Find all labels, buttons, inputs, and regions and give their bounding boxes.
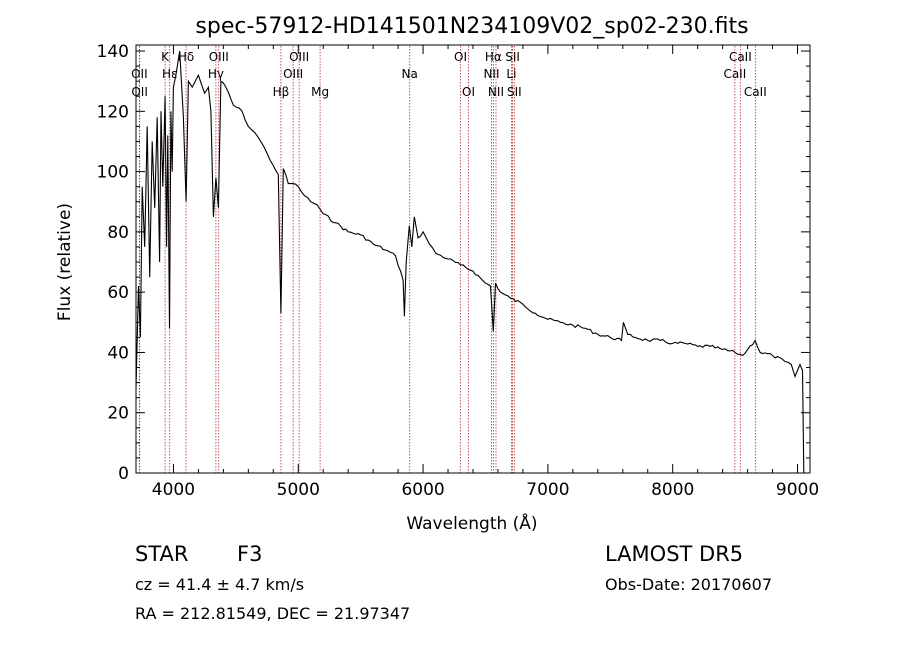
x-tick-label: 4000 — [152, 480, 195, 500]
x-axis: 4000 5000 6000 7000 8000 9000 — [152, 45, 819, 500]
x-tick-label: 6000 — [401, 480, 444, 500]
line-label: NII — [488, 85, 504, 99]
y-tick-label: 120 — [97, 102, 129, 122]
spectrum-line — [135, 50, 805, 474]
line-label: Hγ — [208, 67, 224, 81]
line-labels: Hδ K Hε OII OII Hγ OIII Hβ OIII OIII Mg Na OI OI NII Hα… — [131, 50, 767, 99]
line-label: OI — [462, 85, 475, 99]
y-axis-label: Flux (relative) — [55, 203, 75, 321]
line-markers — [138, 46, 756, 473]
line-label: Hα — [485, 50, 502, 64]
line-label: OIII — [289, 50, 309, 64]
obs-date: Obs-Date: 20170607 — [605, 575, 772, 594]
x-tick-label: 7000 — [526, 480, 569, 500]
line-label: CaII — [744, 85, 767, 99]
y-tick-label: 60 — [107, 283, 129, 303]
x-tick-label: 9000 — [776, 480, 819, 500]
redshift-text: cz = 41.4 ± 4.7 km/s — [135, 575, 304, 594]
survey-name: LAMOST DR5 — [605, 542, 743, 566]
line-label: OII — [131, 67, 148, 81]
x-axis-label: Wavelength (Å) — [406, 512, 537, 534]
x-tick-label: 8000 — [651, 480, 694, 500]
line-label: Hβ — [273, 85, 290, 99]
y-tick-label: 0 — [118, 464, 129, 484]
line-label: OII — [131, 85, 148, 99]
y-tick-label: 100 — [97, 163, 129, 183]
line-label: SII — [507, 85, 522, 99]
line-label: OI — [454, 50, 467, 64]
coordinates: RA = 212.81549, DEC = 21.97347 — [135, 604, 410, 623]
line-label: NII — [483, 67, 499, 81]
line-label: OIII — [283, 67, 303, 81]
line-label: Mg — [311, 85, 329, 99]
line-label: K — [161, 50, 170, 64]
x-tick-label: 5000 — [277, 480, 320, 500]
line-label: Na — [402, 67, 418, 81]
object-class: STAR — [135, 542, 188, 566]
y-tick-label: 40 — [107, 343, 129, 363]
line-label: Li — [506, 67, 516, 81]
line-label: SII — [505, 50, 520, 64]
line-label: CaII — [729, 50, 752, 64]
y-tick-label: 20 — [107, 404, 129, 424]
line-label: Hε — [162, 67, 178, 81]
y-tick-label: 80 — [107, 223, 129, 243]
object-subclass: F3 — [237, 542, 262, 566]
line-label: OIII — [209, 50, 229, 64]
line-label: CaII — [723, 67, 746, 81]
chart-title: spec-57912-HD141501N234109V02_sp02-230.f… — [195, 14, 748, 39]
y-axis: 0 20 40 60 80 100 120 140 — [97, 42, 810, 484]
line-label: Hδ — [178, 50, 194, 64]
plot-frame — [135, 44, 811, 474]
y-tick-label: 140 — [97, 42, 129, 62]
